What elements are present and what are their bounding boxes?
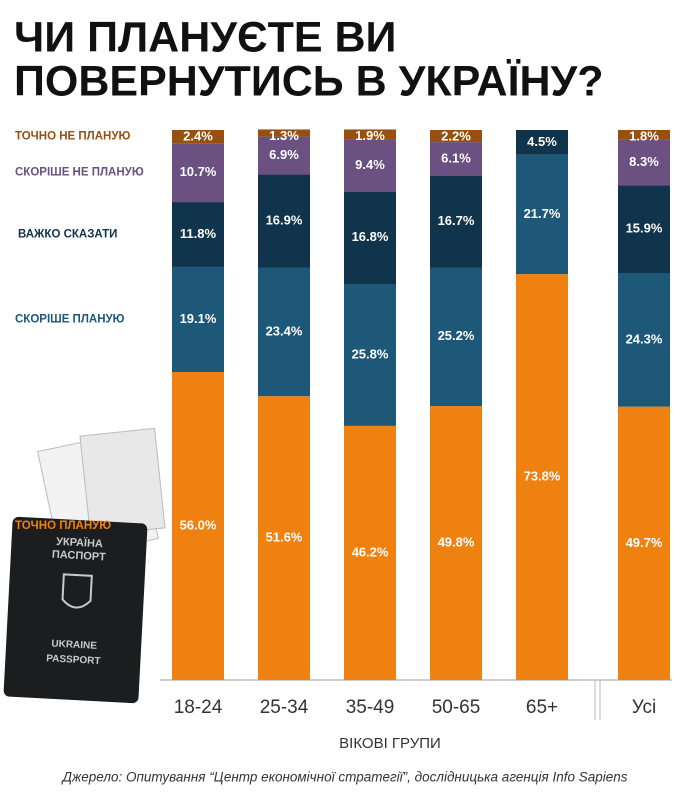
value-label: 49.8%	[438, 534, 475, 549]
bar-segment	[172, 202, 224, 267]
value-label: 1.8%	[629, 128, 659, 143]
legend-label: ТОЧНО ПЛАНУЮ	[15, 520, 111, 532]
x-axis-label: ВІКОВІ ГРУПИ	[339, 735, 441, 752]
value-label: 25.2%	[438, 328, 475, 343]
value-label: 16.8%	[352, 229, 389, 244]
x-tick-label: Усі	[632, 697, 657, 718]
legend-label: ВАЖКО СКАЗАТИ	[18, 229, 117, 241]
value-label: 1.3%	[269, 128, 299, 143]
bar-segment	[430, 267, 482, 407]
bar-segment	[172, 143, 224, 203]
bar-segment	[258, 136, 310, 175]
bar-segment	[344, 191, 396, 284]
passport-text: УКРАЇНА	[56, 535, 103, 550]
bar-segment	[258, 396, 310, 680]
passport-text: ПАСПОРТ	[52, 549, 107, 564]
bar-segment	[344, 284, 396, 426]
value-label: 73.8%	[524, 468, 561, 483]
bar-segment	[618, 130, 670, 140]
x-tick-label: 50-65	[432, 697, 481, 718]
value-label: 24.3%	[626, 331, 663, 346]
x-tick-label: 35-49	[346, 697, 395, 718]
value-label: 16.9%	[266, 212, 303, 227]
legend-label: ТОЧНО НЕ ПЛАНУЮ	[15, 131, 130, 143]
value-label: 6.9%	[269, 147, 299, 162]
bar-segment	[258, 129, 310, 137]
bar-segment	[618, 273, 670, 407]
x-tick-label: 65+	[526, 697, 558, 718]
bar-segment	[516, 274, 568, 680]
bar-segment	[344, 129, 396, 140]
passport-illustration: УКРАЇНА ПАСПОРТ UKRAINE PASSPORT	[3, 427, 166, 704]
x-tick-label: 25-34	[260, 697, 309, 718]
value-label: 23.4%	[266, 323, 303, 338]
bar-segment	[430, 142, 482, 176]
bar-segment	[430, 175, 482, 268]
bar-segment	[430, 130, 482, 143]
bar-segment	[430, 406, 482, 680]
passport-text: UKRAINE	[51, 638, 97, 651]
value-label: 19.1%	[180, 311, 217, 326]
bar-segment	[258, 267, 310, 397]
chart-title: ЧИ ПЛАНУЄТЕ ВИ	[14, 13, 396, 61]
value-label: 4.5%	[527, 134, 557, 149]
value-label: 2.2%	[441, 128, 471, 143]
bar-segment	[344, 425, 396, 680]
value-label: 11.8%	[180, 226, 217, 241]
value-label: 9.4%	[355, 157, 385, 172]
bar-segment	[618, 185, 670, 273]
value-label: 15.9%	[626, 221, 663, 236]
value-label: 25.8%	[352, 346, 389, 361]
passport-text: PASSPORT	[46, 653, 101, 667]
bar-segment	[516, 154, 568, 275]
value-label: 46.2%	[352, 544, 389, 559]
bar-segment	[172, 372, 224, 680]
legend-label: СКОРІШЕ НЕ ПЛАНУЮ	[15, 167, 144, 179]
legend-label: СКОРІШЕ ПЛАНУЮ	[15, 314, 125, 326]
value-label: 21.7%	[524, 206, 561, 221]
value-label: 16.7%	[438, 213, 475, 228]
value-label: 10.7%	[180, 164, 217, 179]
bar-segment	[258, 174, 310, 268]
chart-title: ПОВЕРНУТИСЬ В УКРАЇНУ?	[14, 57, 604, 105]
bar-segment	[172, 130, 224, 144]
value-label: 51.6%	[266, 530, 303, 545]
bar-segment	[618, 139, 670, 186]
bar-segment	[618, 406, 670, 680]
value-label: 56.0%	[180, 517, 217, 532]
value-label: 2.4%	[183, 128, 213, 143]
value-label: 49.7%	[626, 535, 663, 550]
value-label: 1.9%	[355, 128, 385, 143]
value-label: 6.1%	[441, 150, 471, 165]
x-tick-label: 18-24	[174, 697, 223, 718]
bar-segment	[344, 139, 396, 192]
bar-segment	[516, 130, 568, 155]
source: Джерело: Опитування “Центр економічної с…	[61, 770, 628, 785]
bar-segment	[172, 266, 224, 372]
value-label: 8.3%	[629, 154, 659, 169]
